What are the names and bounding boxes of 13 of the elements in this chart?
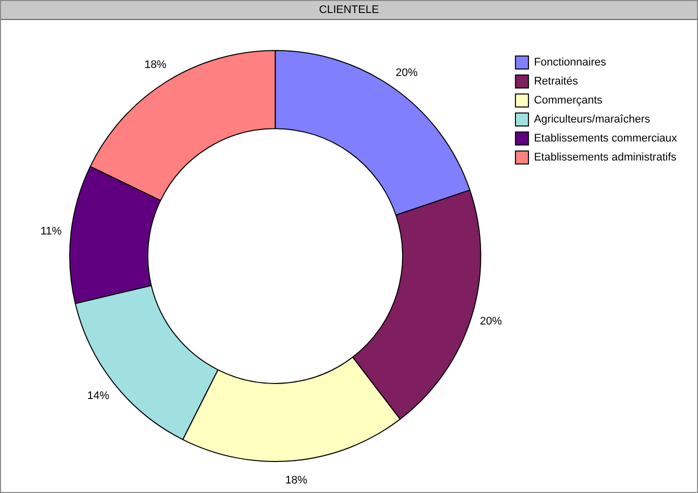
data-label: 20% — [480, 316, 502, 328]
data-label: 14% — [87, 390, 110, 402]
legend-label: Agriculteurs/maraîchers — [534, 114, 651, 126]
data-label: 18% — [144, 58, 167, 71]
data-label: 11% — [40, 226, 62, 238]
legend-label: Fonctionnaires — [534, 56, 607, 69]
legend-label: Retraités — [534, 76, 578, 88]
data-label: 20% — [396, 66, 418, 79]
legend-label: Etablissements administratifs — [534, 152, 677, 164]
chart-title: CLIENTELE — [1, 1, 697, 20]
legend-label: Etablissements commerciaux — [534, 132, 678, 145]
legend-label: Commerçants — [534, 94, 603, 107]
data-label: 18% — [285, 474, 308, 487]
